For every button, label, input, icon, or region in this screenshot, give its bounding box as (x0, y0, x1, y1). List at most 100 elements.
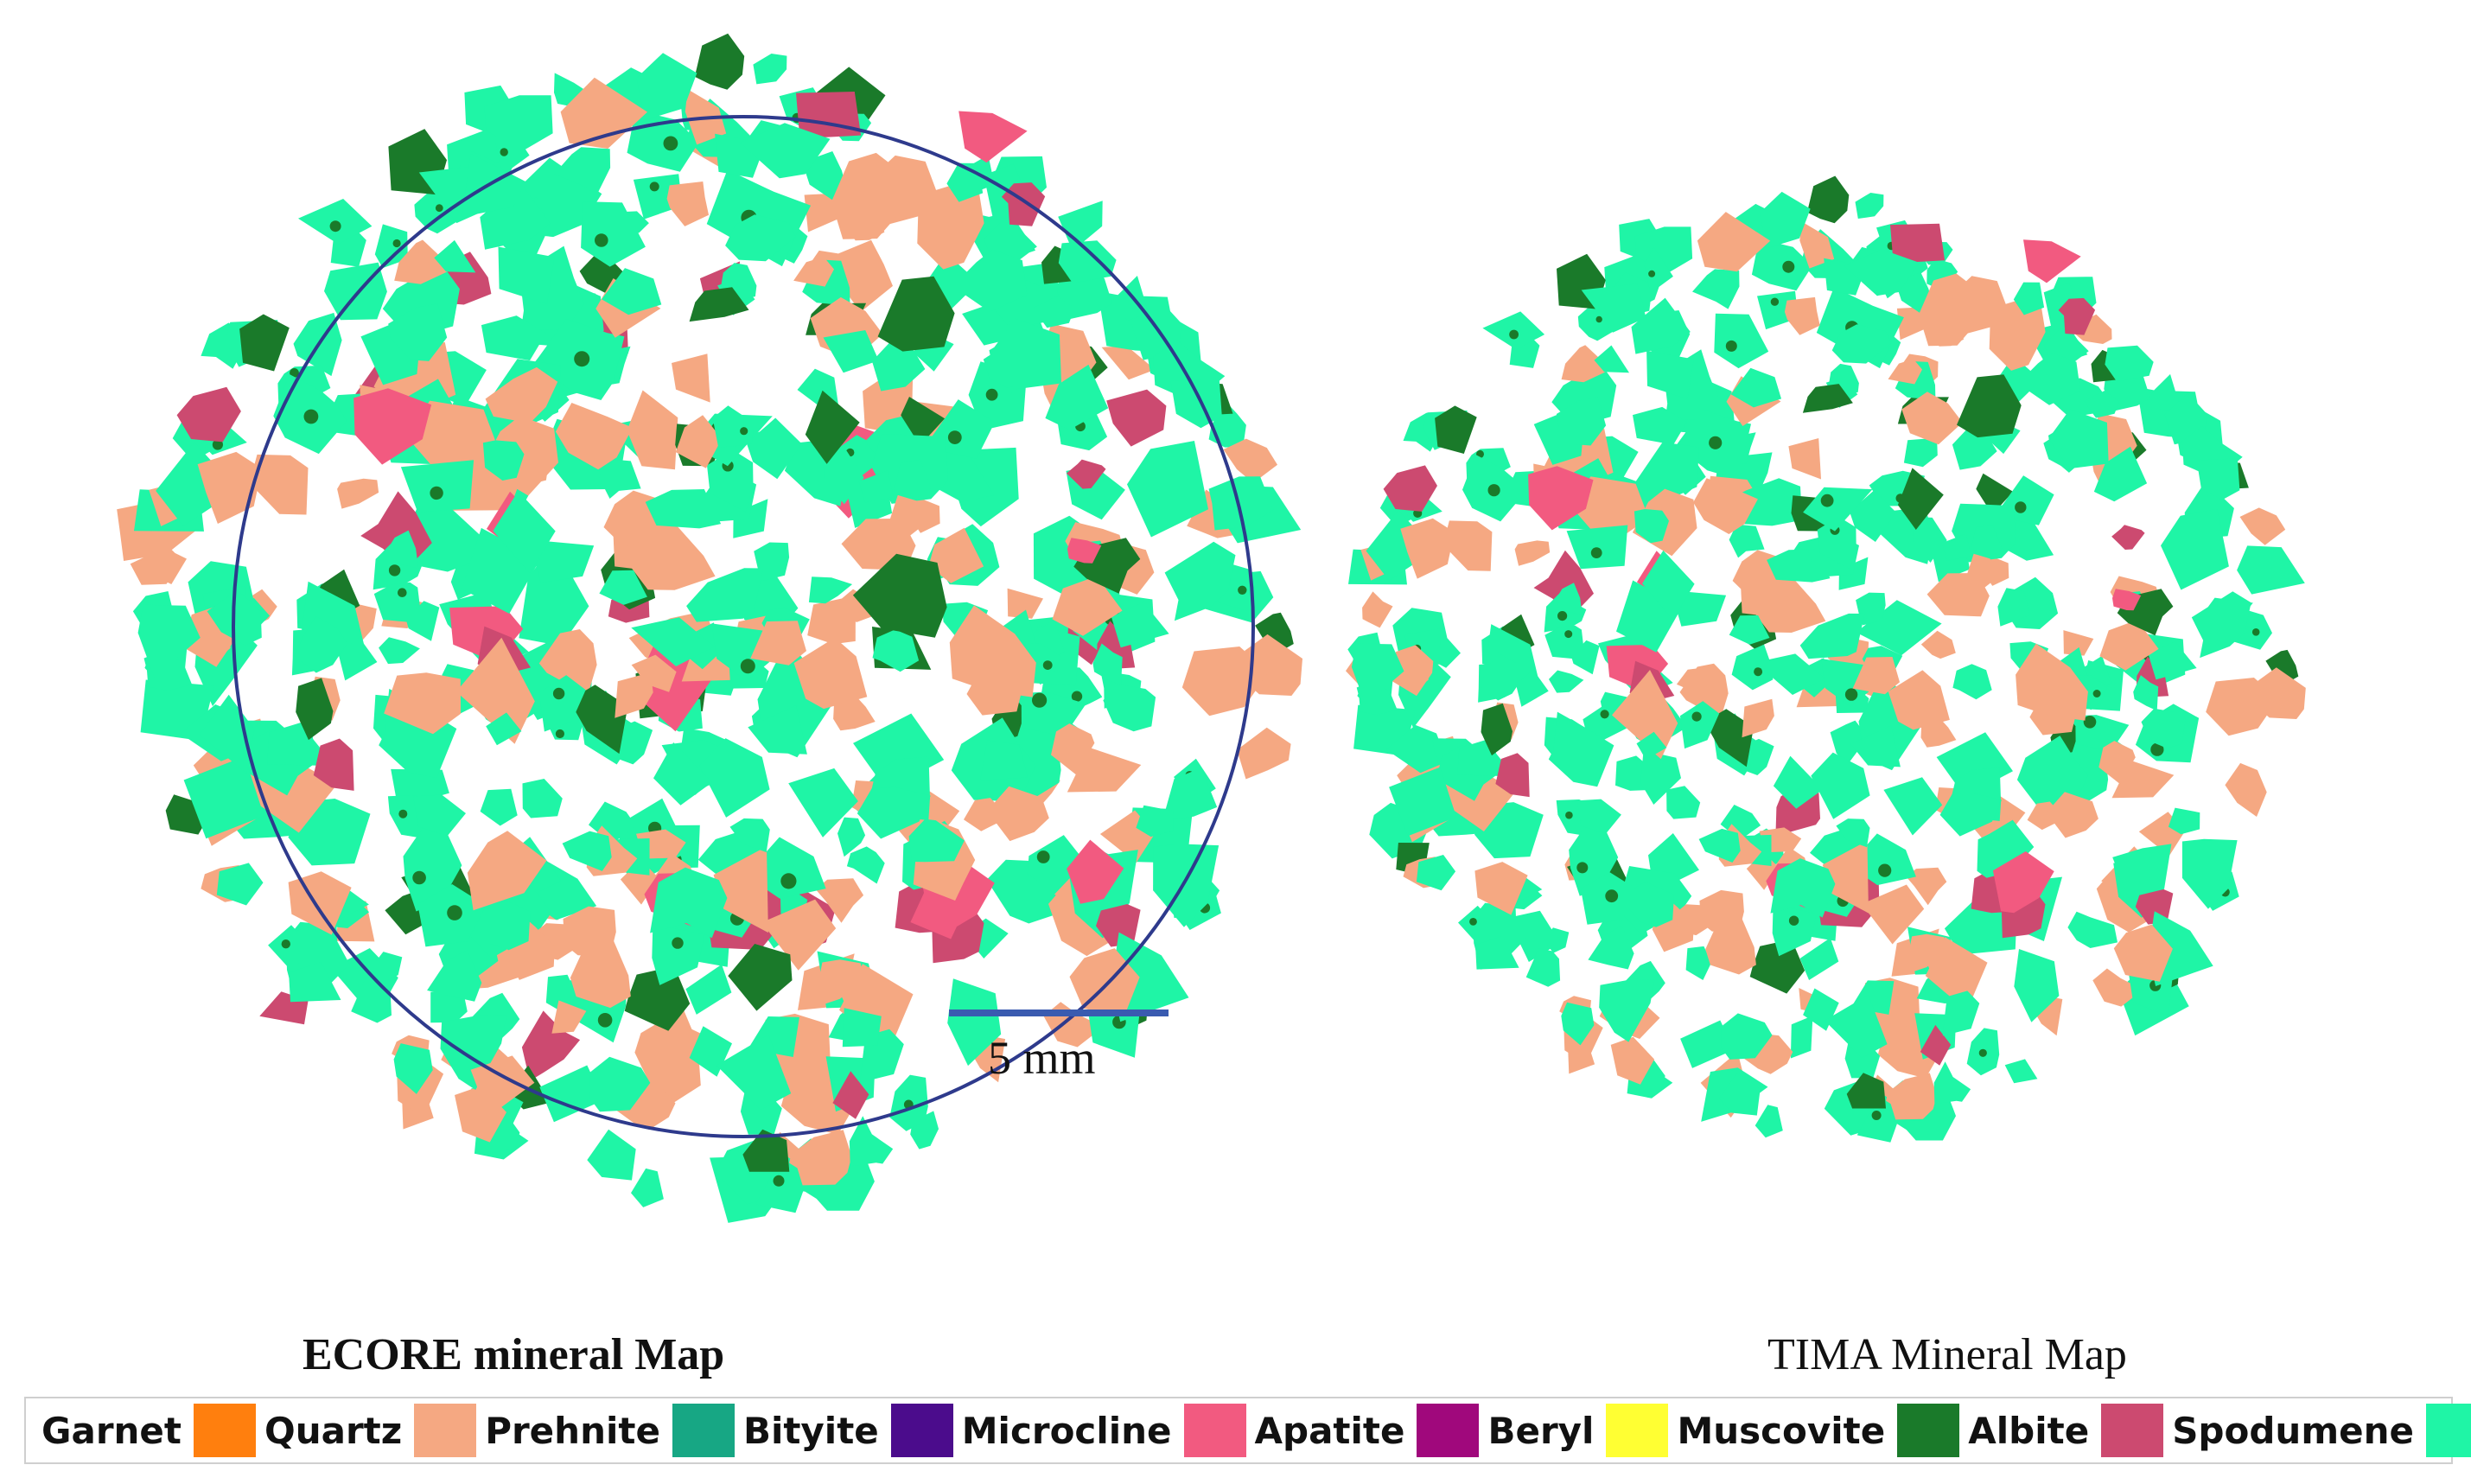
mineral-inclusion (1590, 547, 1602, 558)
mineral-grain (1442, 520, 1493, 571)
mineral-grain (372, 952, 403, 982)
mineral-grain (1106, 389, 1167, 447)
mineral-grain (405, 505, 486, 572)
mineral-grain (716, 1035, 792, 1110)
legend-label: Spodumene (2172, 1409, 2414, 1452)
mineral-inclusion (435, 204, 443, 213)
mineral-grain (1699, 889, 1744, 933)
mineral-inclusion (1557, 611, 1568, 621)
mineral-grain (1351, 643, 1404, 704)
mineral-grain (239, 314, 290, 372)
mineral-grain (353, 388, 432, 465)
mineral-grain (1830, 720, 1868, 767)
mineral-grain (480, 1110, 520, 1154)
mineral-grain (1846, 1073, 1886, 1109)
legend-label: Apatite (1254, 1409, 1405, 1452)
mineral-grain (852, 553, 947, 638)
mineral-grain (1507, 910, 1561, 962)
mineral-grain (1749, 942, 1805, 994)
mineral-grain (650, 867, 728, 939)
mineral-grain (521, 1010, 581, 1081)
mineral-grain (1636, 731, 1667, 760)
mineral-grain (393, 1043, 433, 1094)
mineral-grain (1799, 938, 1839, 980)
mineral-grain (1067, 747, 1142, 793)
mineral-grain (1556, 397, 1607, 446)
mineral-grain (1642, 550, 1695, 620)
mineral-grain (1570, 640, 1600, 675)
mineral-grain (562, 831, 612, 871)
mineral-grain (1566, 525, 1628, 570)
mineral-grain (373, 582, 420, 623)
mineral-grain (1007, 588, 1043, 619)
mineral-grain (384, 672, 462, 735)
mineral-grain (2105, 345, 2154, 382)
mineral-grain (793, 257, 834, 287)
mineral-grain (1561, 1002, 1595, 1046)
mineral-grain (1237, 727, 1291, 780)
mineral-grain (631, 1168, 664, 1207)
mineral-grain (733, 499, 768, 538)
mineral-grain (742, 1129, 790, 1172)
mineral-grain (1679, 701, 1720, 749)
ecore-mineral-map (117, 33, 1302, 1223)
mineral-grain (744, 417, 802, 480)
mineral-inclusion (649, 182, 659, 192)
mineral-inclusion (1820, 494, 1834, 507)
mineral-grain (405, 601, 440, 641)
mineral-inclusion (595, 233, 608, 247)
mineral-grain (1383, 465, 1437, 512)
mineral-grain (2112, 844, 2172, 898)
mineral-grain (2067, 911, 2118, 948)
mineral-grain (1821, 659, 1873, 707)
mineral-grain (804, 193, 840, 232)
mineral-inclusion (1709, 436, 1723, 449)
mineral-grain (846, 846, 885, 884)
mineral-grain (1544, 625, 1583, 659)
mineral-grain (1051, 723, 1095, 775)
mineral-grain (1770, 858, 1836, 918)
mineral-grain (2013, 282, 2045, 315)
mineral-grain (385, 530, 419, 569)
mineral-grain (2014, 949, 2060, 1022)
mineral-grain (551, 1000, 587, 1034)
mineral-grain (901, 397, 946, 446)
legend-label: Microcline (961, 1409, 1172, 1452)
mineral-grain (832, 1071, 869, 1119)
mineral-grain (672, 353, 710, 403)
mineral-grain (482, 440, 525, 481)
mineral-grain (467, 831, 547, 911)
mineral-grain (2196, 458, 2240, 500)
mineral-grain (1111, 602, 1169, 648)
mineral-inclusion (281, 939, 290, 949)
mineral-grain (498, 246, 555, 304)
mineral-grain (1058, 201, 1103, 252)
mineral-grain (480, 788, 518, 826)
mineral-grain (1906, 867, 1947, 906)
mineral-grain (1862, 884, 1925, 945)
mineral-inclusion (672, 937, 684, 949)
mineral-grain (872, 340, 926, 392)
mineral-grain (1588, 926, 1634, 970)
mineral-grain (842, 1008, 882, 1048)
mineral-grain (1952, 426, 1997, 470)
mineral-grain (468, 895, 531, 951)
legend-item-apatite: Apatite (1246, 1398, 1480, 1462)
legend-label: Bityite (742, 1409, 879, 1452)
mineral-grain (1685, 946, 1712, 980)
mineral-grain (615, 672, 653, 718)
mineral-inclusion (1238, 585, 1247, 595)
mineral-grain (1634, 442, 1699, 506)
mineral-inclusion (947, 430, 962, 444)
mineral-grain (249, 454, 309, 515)
mineral-grain (1855, 193, 1884, 219)
mineral-grain (1755, 1105, 1783, 1138)
mineral-grain (374, 224, 408, 269)
mineral-grain (653, 742, 712, 806)
mineral-inclusion (388, 564, 401, 576)
mineral-grain (2141, 708, 2186, 748)
mineral-inclusion (1770, 297, 1780, 306)
mineral-grain (1387, 645, 1434, 697)
mineral-inclusion (663, 136, 678, 151)
mineral-inclusion (985, 388, 998, 401)
